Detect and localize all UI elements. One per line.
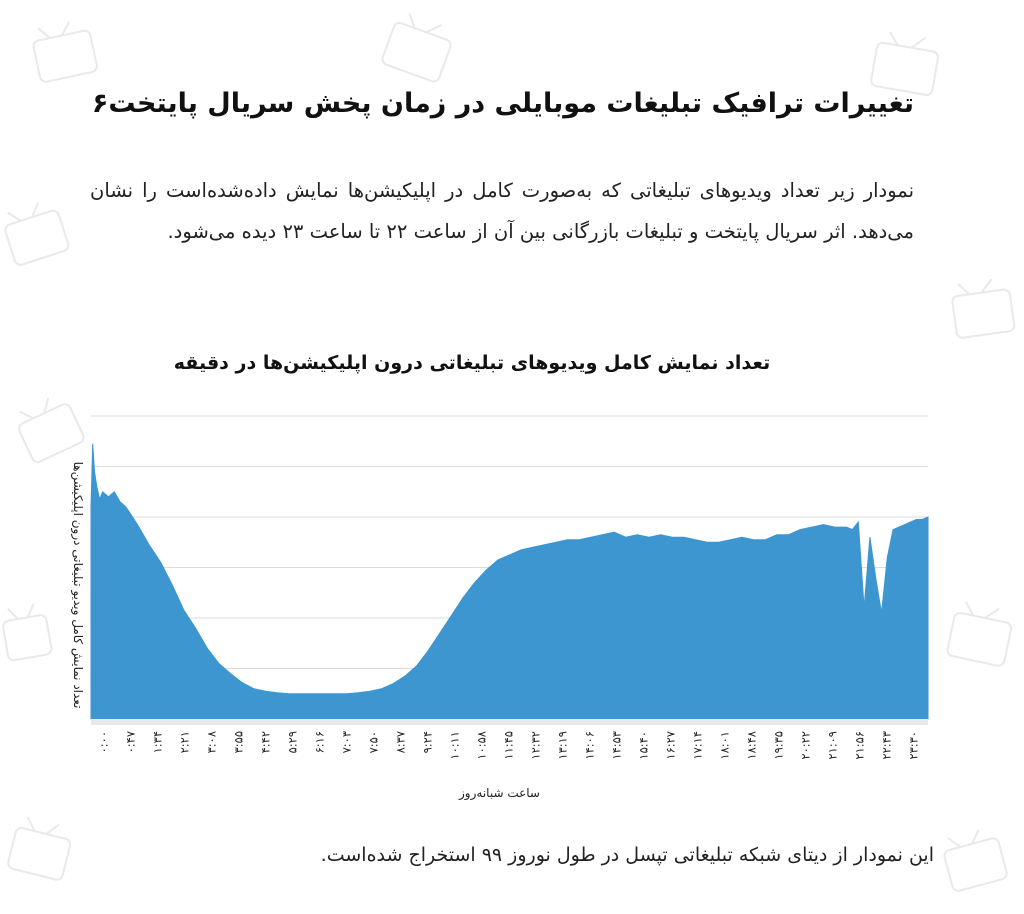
x-tick-label: ۳:۰۸ (205, 731, 219, 753)
x-tick-label: ۹:۲۴ (421, 731, 435, 753)
x-tick-label: ۱۸:۴۸ (745, 731, 759, 760)
x-tick-label: ۱۴:۵۳ (610, 731, 624, 760)
x-tick-label: ۲۱:۰۹ (826, 731, 840, 760)
x-tick-label: ۷:۰۳ (340, 731, 354, 753)
x-tick-label: ۱۶:۲۷ (664, 731, 678, 760)
chart-title: تعداد نمایش کامل ویدیوهای تبلیغاتی درون … (173, 352, 771, 374)
x-tick-label: ۷:۵۰ (367, 731, 381, 753)
y-axis-title: تعداد نمایش کامل ویدیو تبلیغاتی درون اپل… (70, 462, 85, 709)
x-tick-label: ۱۰:۱۱ (448, 731, 462, 760)
x-tick-label: ۰:۰۰ (97, 731, 111, 753)
x-tick-label: ۱:۳۴ (151, 731, 165, 753)
x-tick-label: ۲۳:۳۰ (907, 731, 921, 760)
source-note: این نمودار از دیتای شبکه تبلیغاتی تپسل د… (320, 844, 934, 866)
x-axis-title: ساعت شبانه‌روز (458, 786, 540, 801)
x-tick-label: ۲۱:۵۶ (853, 731, 867, 760)
page-title: تغییرات ترافیک تبلیغات موبایلی در زمان پ… (91, 88, 914, 119)
x-tick-label: ۵:۲۹ (286, 731, 300, 753)
x-tick-label: ۰:۴۷ (124, 731, 138, 753)
x-axis-baseline (91, 719, 928, 725)
x-tick-label: ۱۸:۰۱ (718, 731, 732, 760)
x-tick-label: ۱۴:۰۶ (583, 731, 597, 760)
x-tick-label: ۱۵:۴۰ (637, 731, 651, 760)
x-tick-label: ۲۲:۴۳ (880, 731, 894, 760)
x-tick-label: ۱۷:۱۴ (691, 731, 705, 760)
x-tick-label: ۸:۳۷ (394, 731, 408, 753)
x-tick-label: ۱۱:۴۵ (502, 731, 516, 760)
x-tick-label: ۴:۴۲ (259, 731, 273, 753)
intro-paragraph: نمودار زیر تعداد ویدیوهای تبلیغاتی که به… (90, 179, 914, 243)
x-tick-label: ۶:۱۶ (313, 731, 327, 753)
x-tick-label: ۱۰:۵۸ (475, 731, 489, 760)
x-tick-label: ۱۳:۱۹ (556, 731, 570, 760)
x-tick-label: ۳:۵۵ (232, 731, 246, 753)
x-tick-label: ۲۰:۲۲ (799, 731, 813, 760)
x-tick-label: ۲:۲۱ (178, 731, 192, 753)
x-tick-label: ۱۹:۳۵ (772, 731, 786, 760)
area-series (90, 443, 929, 720)
x-tick-label: ۱۲:۳۲ (529, 731, 543, 760)
